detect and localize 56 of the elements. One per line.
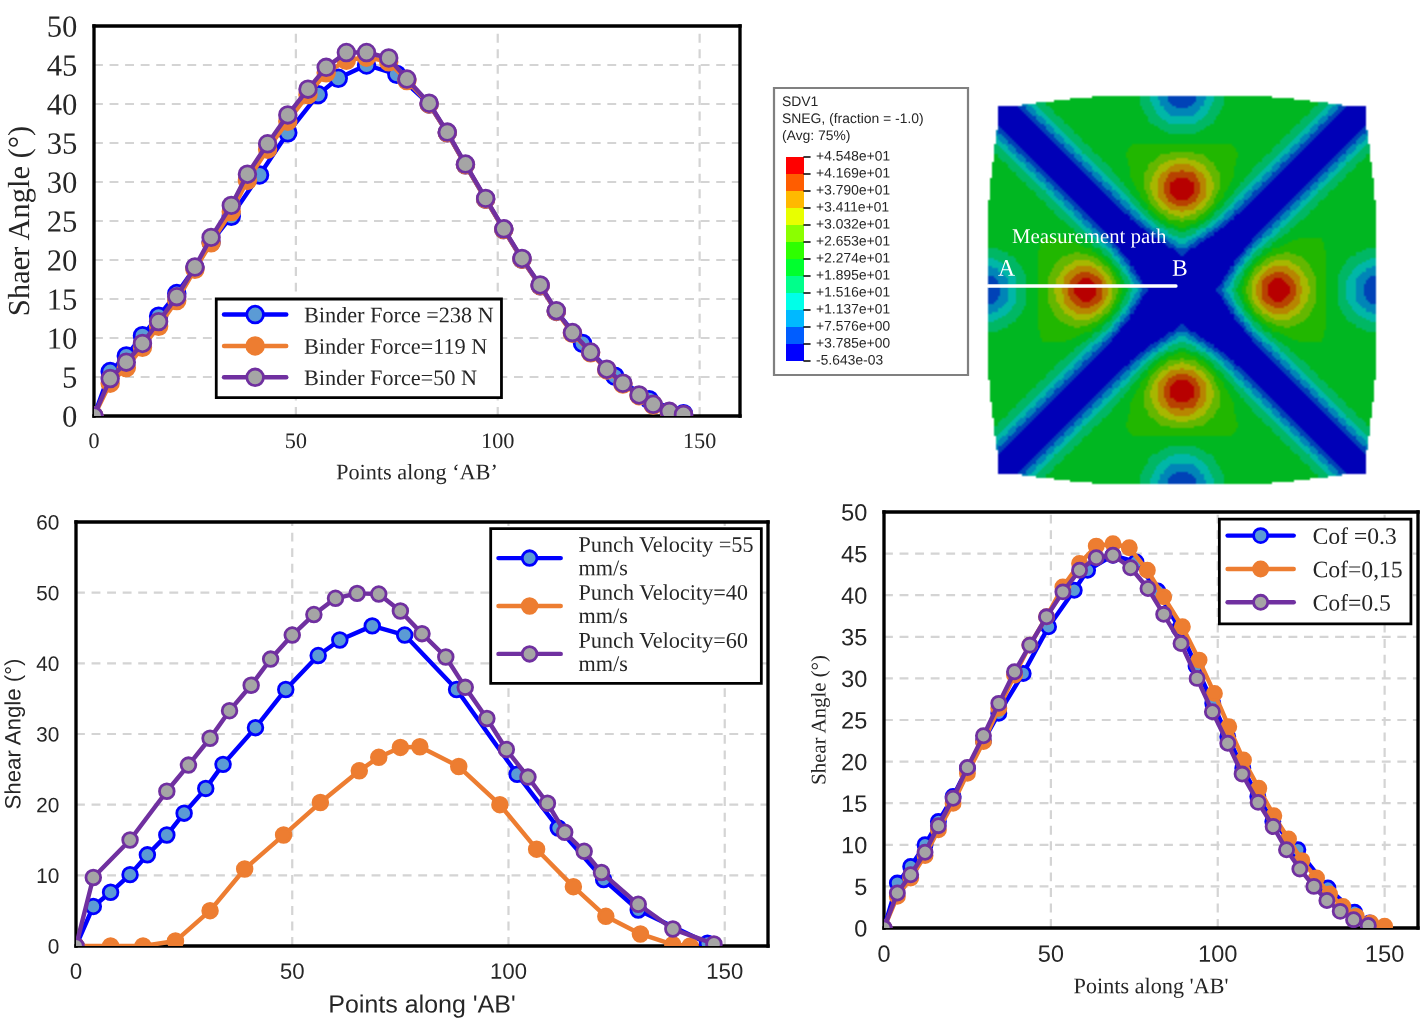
legend-label: Punch Velocity=40 mm/s [578,584,748,624]
y-tick-label: 0 [855,920,867,937]
y-tick-label: 30 [48,172,77,193]
y-tick-label: 15 [842,795,867,812]
y-tick-label: 30 [841,670,867,688]
x-axis-title: Points along 'AB' [330,994,515,1018]
y-tick-label: 10 [49,328,77,349]
legend-label: Punch Velocity=60 mm/s [578,632,748,672]
x-tick-label: 50 [280,963,304,979]
legend-label: Binder Force =238 N [304,306,494,323]
y-tick-label: 10 [37,868,59,884]
y-tick-label: 40 [47,94,77,115]
x-tick-label: 150 [684,433,716,449]
x-axis-title: Points along 'AB' [1074,977,1228,998]
y-tick-label: 40 [36,656,59,672]
legend-label: Cof=0.5 [1313,593,1390,611]
y-tick-label: 20 [48,250,77,271]
x-tick-label: 100 [1199,945,1237,963]
x-axis-title: Points along ‘AB’ [336,463,496,485]
y-axis-title: Shear Angle (°) [4,659,26,809]
x-tick-label: 50 [1038,945,1064,963]
y-tick-label: 15 [49,289,77,310]
legend-label: Binder Force=50 N [304,369,477,386]
y-tick-label: 25 [842,712,867,729]
y-tick-label: 20 [37,797,59,813]
x-tick-label: 50 [286,433,307,449]
y-tick-label: 50 [842,504,867,521]
x-tick-label: 100 [483,433,514,449]
y-tick-label: 10 [842,836,867,854]
legend-label: Cof=0,15 [1313,560,1402,581]
x-tick-label: 0 [878,945,890,963]
y-tick-label: 40 [841,587,867,604]
y-tick-label: 45 [841,545,867,563]
x-tick-label: 150 [707,963,743,979]
y-tick-label: 50 [48,16,77,37]
legend-label: Binder Force=119 N [304,338,487,354]
y-tick-label: 20 [842,753,867,771]
y-tick-label: 50 [37,585,59,601]
x-tick-label: 150 [1366,945,1404,963]
y-axis-title: Shear Angle (°) [811,656,830,784]
legend-label: Cof =0.3 [1313,527,1396,545]
y-tick-label: 35 [48,133,77,154]
y-tick-label: 5 [63,367,77,388]
text: A [998,260,1015,276]
y-tick-label: 0 [63,406,77,427]
y-axis-title: Shaer Angle (°) [7,127,36,315]
y-tick-label: 5 [855,878,867,896]
legend-label: Punch Velocity =55 mm/s [578,536,753,576]
x-tick-label: 0 [89,433,99,449]
text: B [1172,260,1187,276]
y-tick-label: 30 [36,727,59,742]
y-tick-label: 60 [37,515,59,530]
x-tick-label: 100 [491,963,527,979]
y-tick-label: 45 [47,55,77,76]
y-tick-label: 25 [48,211,77,232]
y-tick-label: 35 [841,628,867,646]
